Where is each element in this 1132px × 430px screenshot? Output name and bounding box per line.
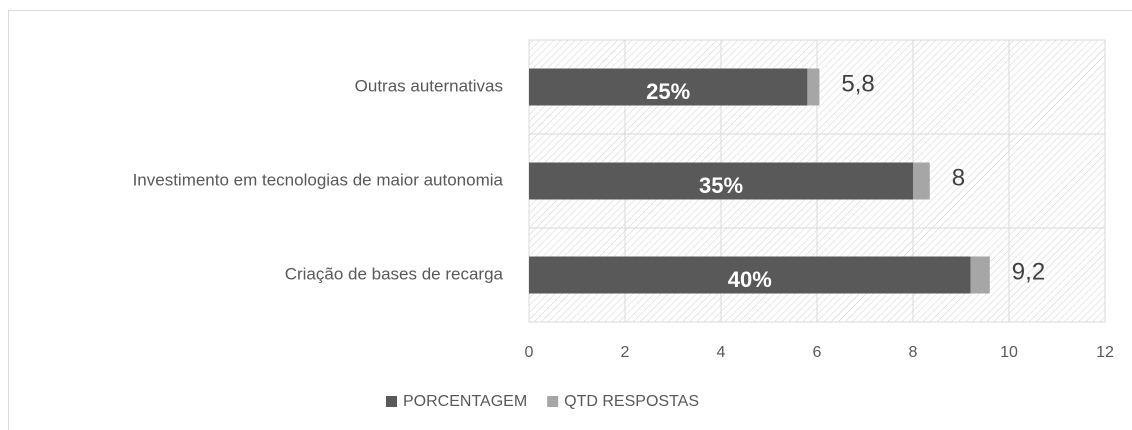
y-tick-label: Investimento em tecnologias de maior aut…: [133, 170, 504, 189]
x-tick-label: 6: [813, 344, 822, 361]
x-tick-label: 0: [525, 344, 534, 361]
legend-swatch: [547, 396, 559, 407]
x-tick-label: 10: [1000, 344, 1018, 361]
chart-frame: [8, 10, 1132, 430]
data-label: 25%: [646, 79, 690, 104]
bar-segment: [529, 256, 971, 294]
x-tick-label: 2: [621, 344, 630, 361]
legend-label: QTD RESPOSTAS: [564, 393, 699, 410]
data-label: 8: [952, 164, 965, 191]
data-label: 35%: [699, 173, 743, 198]
y-tick-label: Criação de bases de recarga: [285, 264, 504, 283]
legend-swatch: [386, 396, 397, 407]
data-label: 40%: [728, 267, 772, 292]
data-label: 9,2: [1012, 258, 1045, 285]
x-tick-label: 8: [909, 344, 918, 361]
data-label: 5,8: [841, 70, 874, 97]
bar-segment: [529, 68, 808, 106]
x-tick-label: 4: [717, 344, 726, 361]
x-tick-label: 12: [1096, 344, 1114, 361]
legend-label: PORCENTAGEM: [403, 393, 527, 410]
bar-segment: [970, 256, 990, 294]
bar-segment: [913, 162, 930, 200]
y-tick-label: Outras auternativas: [355, 76, 503, 95]
bar-segment: [529, 162, 913, 200]
bar-segment: [807, 68, 820, 106]
